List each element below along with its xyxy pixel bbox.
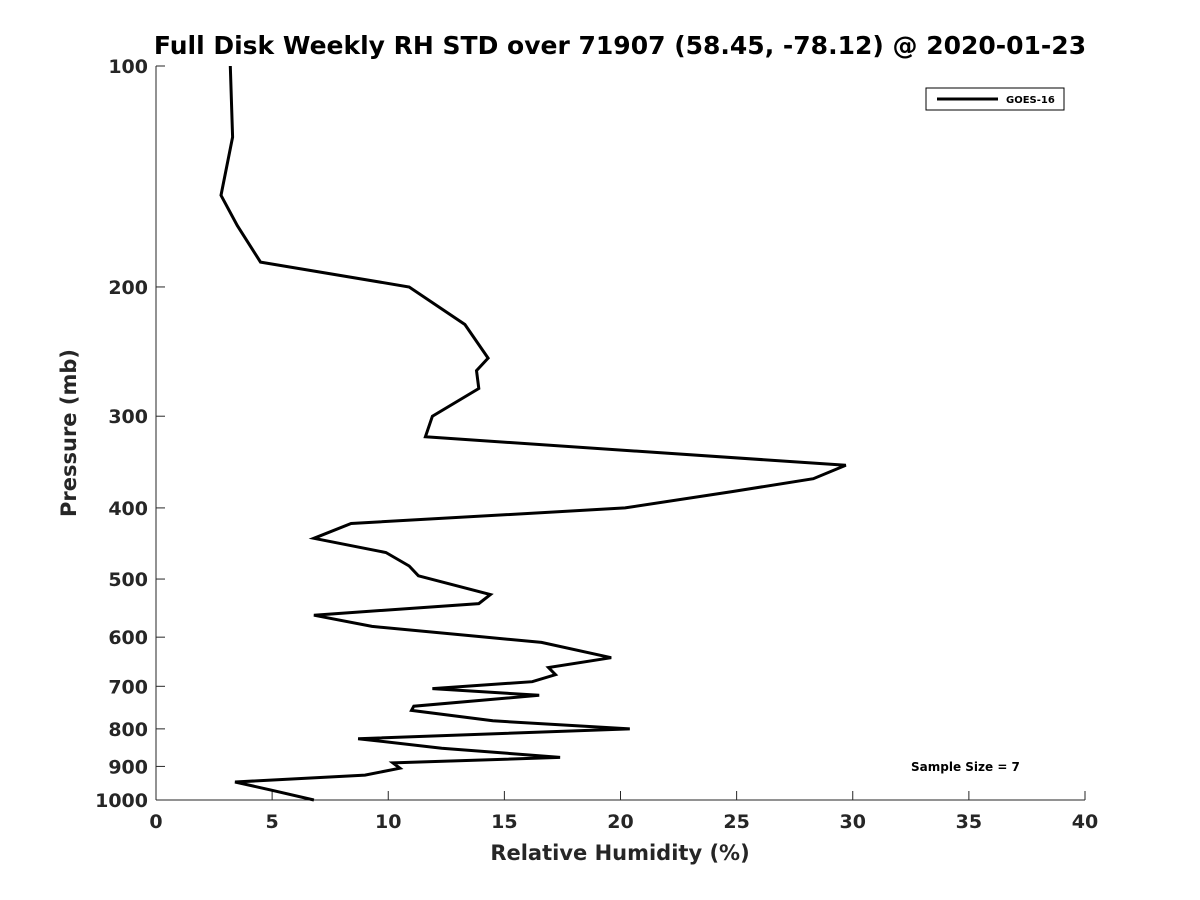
- sample-size-annotation: Sample Size = 7: [911, 760, 1020, 774]
- x-axis-ticks: 0 5 10 15 20 25 30 35 40: [149, 791, 1098, 833]
- x-tick-label: 25: [723, 811, 749, 833]
- y-tick-label: 200: [108, 277, 148, 299]
- y-tick-label: 100: [108, 56, 148, 78]
- plot-area: [155, 66, 1085, 801]
- x-tick-label: 5: [266, 811, 279, 833]
- series-line-goes-16: [219, 65, 847, 802]
- y-tick-label: 500: [108, 569, 148, 591]
- x-axis-label: Relative Humidity (%): [490, 841, 749, 865]
- x-tick-label: 10: [375, 811, 401, 833]
- legend: GOES-16: [925, 87, 1065, 111]
- x-tick-label: 0: [149, 811, 162, 833]
- x-tick-label: 30: [840, 811, 866, 833]
- x-tick-label: 20: [607, 811, 633, 833]
- x-tick-label: 35: [956, 811, 982, 833]
- chart-title: Full Disk Weekly RH STD over 71907 (58.4…: [154, 31, 1086, 60]
- y-tick-label: 700: [108, 676, 148, 698]
- x-tick-label: 40: [1072, 811, 1098, 833]
- x-tick-label: 15: [491, 811, 517, 833]
- y-tick-label: 1000: [95, 790, 148, 812]
- y-tick-label: 800: [108, 719, 148, 741]
- y-tick-label: 300: [108, 406, 148, 428]
- y-axis-ticks: 100 200 300 400 500 600 700 800 900 1000: [95, 56, 165, 812]
- y-tick-label: 400: [108, 498, 148, 520]
- series-group: [219, 65, 847, 802]
- y-tick-label: 900: [108, 756, 148, 778]
- y-axis-label: Pressure (mb): [57, 349, 81, 517]
- y-tick-label: 600: [108, 627, 148, 649]
- legend-label-goes-16: GOES-16: [1006, 95, 1055, 106]
